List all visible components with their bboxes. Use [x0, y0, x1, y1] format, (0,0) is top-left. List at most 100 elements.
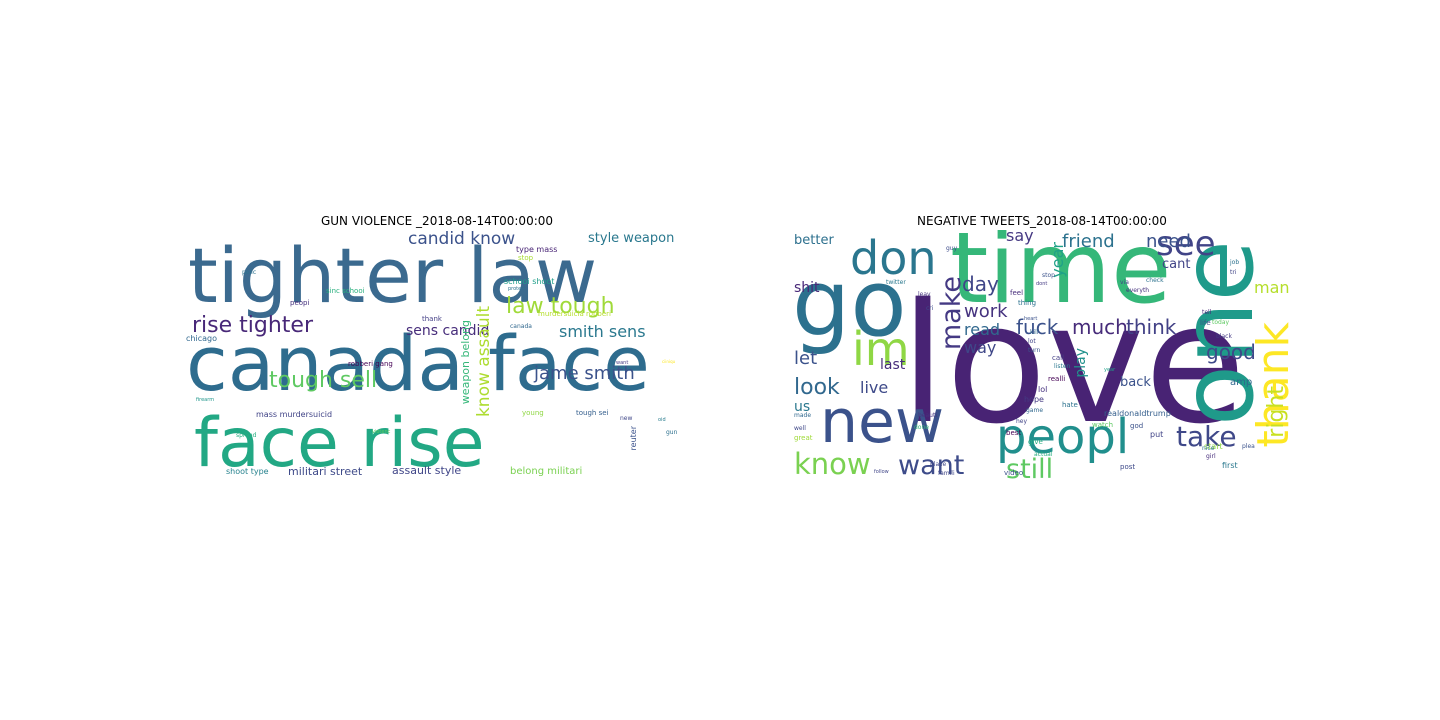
cloud-word: shoot type [226, 467, 269, 476]
cloud-word: feel [1010, 289, 1024, 297]
cloud-word: watch [1092, 421, 1114, 429]
cloud-word: tough sell [269, 368, 378, 393]
cloud-word: fuck [1016, 315, 1059, 339]
cloud-word: well [794, 425, 806, 432]
cloud-word: know [794, 447, 871, 481]
cloud-word: cant [1162, 257, 1191, 272]
cloud-word: im [852, 322, 910, 376]
cloud-word: via [1120, 279, 1129, 286]
cloud-word: thing [1018, 299, 1037, 307]
cloud-word: time [950, 230, 1172, 326]
cloud-word: kill [1030, 329, 1039, 336]
cloud-word: protect [508, 286, 526, 292]
cloud-word: rise tighter [192, 313, 313, 338]
cloud-word: hate [1062, 401, 1078, 409]
cloud-word: back [1120, 375, 1151, 390]
cloud-word: guy [946, 245, 958, 252]
cloud-word: face rise [194, 404, 485, 482]
cloud-word: see [1156, 230, 1216, 264]
cloud-word: black [1216, 333, 1232, 340]
cloud-word: thank [422, 315, 442, 323]
cloud-word: law tough [506, 294, 615, 319]
cloud-word: heart [1024, 316, 1038, 322]
cloud-word: assault style [392, 464, 462, 477]
cloud-word: god [1130, 422, 1144, 430]
cloud-word: peopl [996, 409, 1130, 465]
cloud-word: us [794, 399, 811, 415]
cloud-word: know assault [474, 306, 494, 418]
cloud-word: done [914, 424, 929, 431]
cloud-word: oid [658, 417, 666, 423]
cloud-word: make [936, 276, 967, 351]
cloud-word: murdersuicia robberi [538, 310, 611, 318]
cloud-word: last [880, 357, 906, 373]
cloud-word: schooi shoot [504, 277, 555, 286]
cloud-word: give [1028, 438, 1043, 446]
cloud-word: turn [1028, 347, 1041, 354]
cloud-word: firearm [196, 397, 215, 403]
cloud-word: realdonaldtrump [1104, 409, 1171, 418]
cloud-word: say [1006, 230, 1034, 245]
cloud-word: gun [666, 429, 678, 436]
cloud-word: read [964, 320, 1001, 339]
cloud-word: look [794, 375, 840, 400]
cloud-word: shit [794, 280, 820, 296]
cloud-word: poiic [242, 269, 257, 276]
cloud-word: great [794, 434, 813, 442]
cloud-word: best [1006, 429, 1022, 437]
cloud-word: sens candid [406, 323, 490, 339]
cloud-word: way [964, 338, 997, 357]
cloud-word: live [860, 378, 889, 397]
cloud-word: job [1230, 259, 1240, 266]
cloud-word: place [930, 461, 947, 468]
cloud-word: man [1254, 278, 1290, 297]
cloud-word: go [792, 250, 907, 357]
cloud-word: famili [938, 470, 955, 477]
cloud-word: actual [1034, 451, 1053, 458]
cloud-word: friend [1062, 231, 1115, 252]
cloud-word: want [898, 450, 965, 481]
cloud-word: jame smith [534, 363, 635, 384]
cloud-word: good [1206, 340, 1256, 364]
word-cloud-gun-violence: tighter law canada face face rise rise t… [186, 230, 688, 482]
cloud-word: dont [1036, 281, 1048, 287]
cloud-word: young [522, 409, 544, 417]
cloud-word: canada face [186, 319, 650, 408]
cloud-word: better [794, 233, 834, 248]
cloud-word: work [964, 301, 1008, 322]
cloud-word: think [1126, 315, 1177, 339]
cloud-word: belong militari [510, 466, 583, 477]
cloud-word: first [1222, 461, 1238, 470]
cloud-word: viotenc [372, 429, 391, 435]
cloud-word: leav [918, 291, 931, 298]
cloud-word: militari street [288, 465, 363, 478]
cloud-word: spread [236, 432, 257, 439]
cloud-word: chicago [186, 334, 217, 343]
cloud-word: don [850, 231, 937, 285]
cloud-word: tell [1202, 309, 1212, 316]
cloud-word: hope [1024, 395, 1044, 404]
cloud-word: weapon belong [459, 320, 472, 405]
cloud-word: play [1073, 348, 1089, 378]
cloud-word: canada [510, 323, 532, 330]
cloud-word: still [1006, 454, 1054, 482]
cloud-word: plea [1242, 443, 1255, 450]
cloud-word: let [794, 348, 818, 369]
cloud-word: post [1120, 463, 1136, 471]
cloud-word: beauti [918, 412, 937, 419]
panel-title-gun-violence: GUN VIOLENCE _2018-08-14T00:00:00 [320, 214, 554, 228]
cloud-word: stop [1042, 272, 1055, 279]
cloud-word: lol [1038, 385, 1048, 394]
cloud-word: amp [1230, 377, 1253, 388]
cloud-word: stop [518, 254, 534, 262]
cloud-word: sinc schooi [326, 287, 365, 295]
cloud-word: reuter [629, 426, 638, 451]
cloud-word: tighter law [188, 231, 598, 320]
cloud-word: nice [1202, 445, 1215, 452]
cloud-word: year [1104, 367, 1116, 373]
cloud-word: hey [1016, 418, 1028, 425]
panel-title-negative-tweets: NEGATIVE TWEETS_2018-08-14T00:00:00 [917, 214, 1167, 228]
cloud-word: put [1150, 430, 1164, 439]
cloud-word: game [1026, 407, 1044, 414]
cloud-word: need [1146, 231, 1191, 252]
